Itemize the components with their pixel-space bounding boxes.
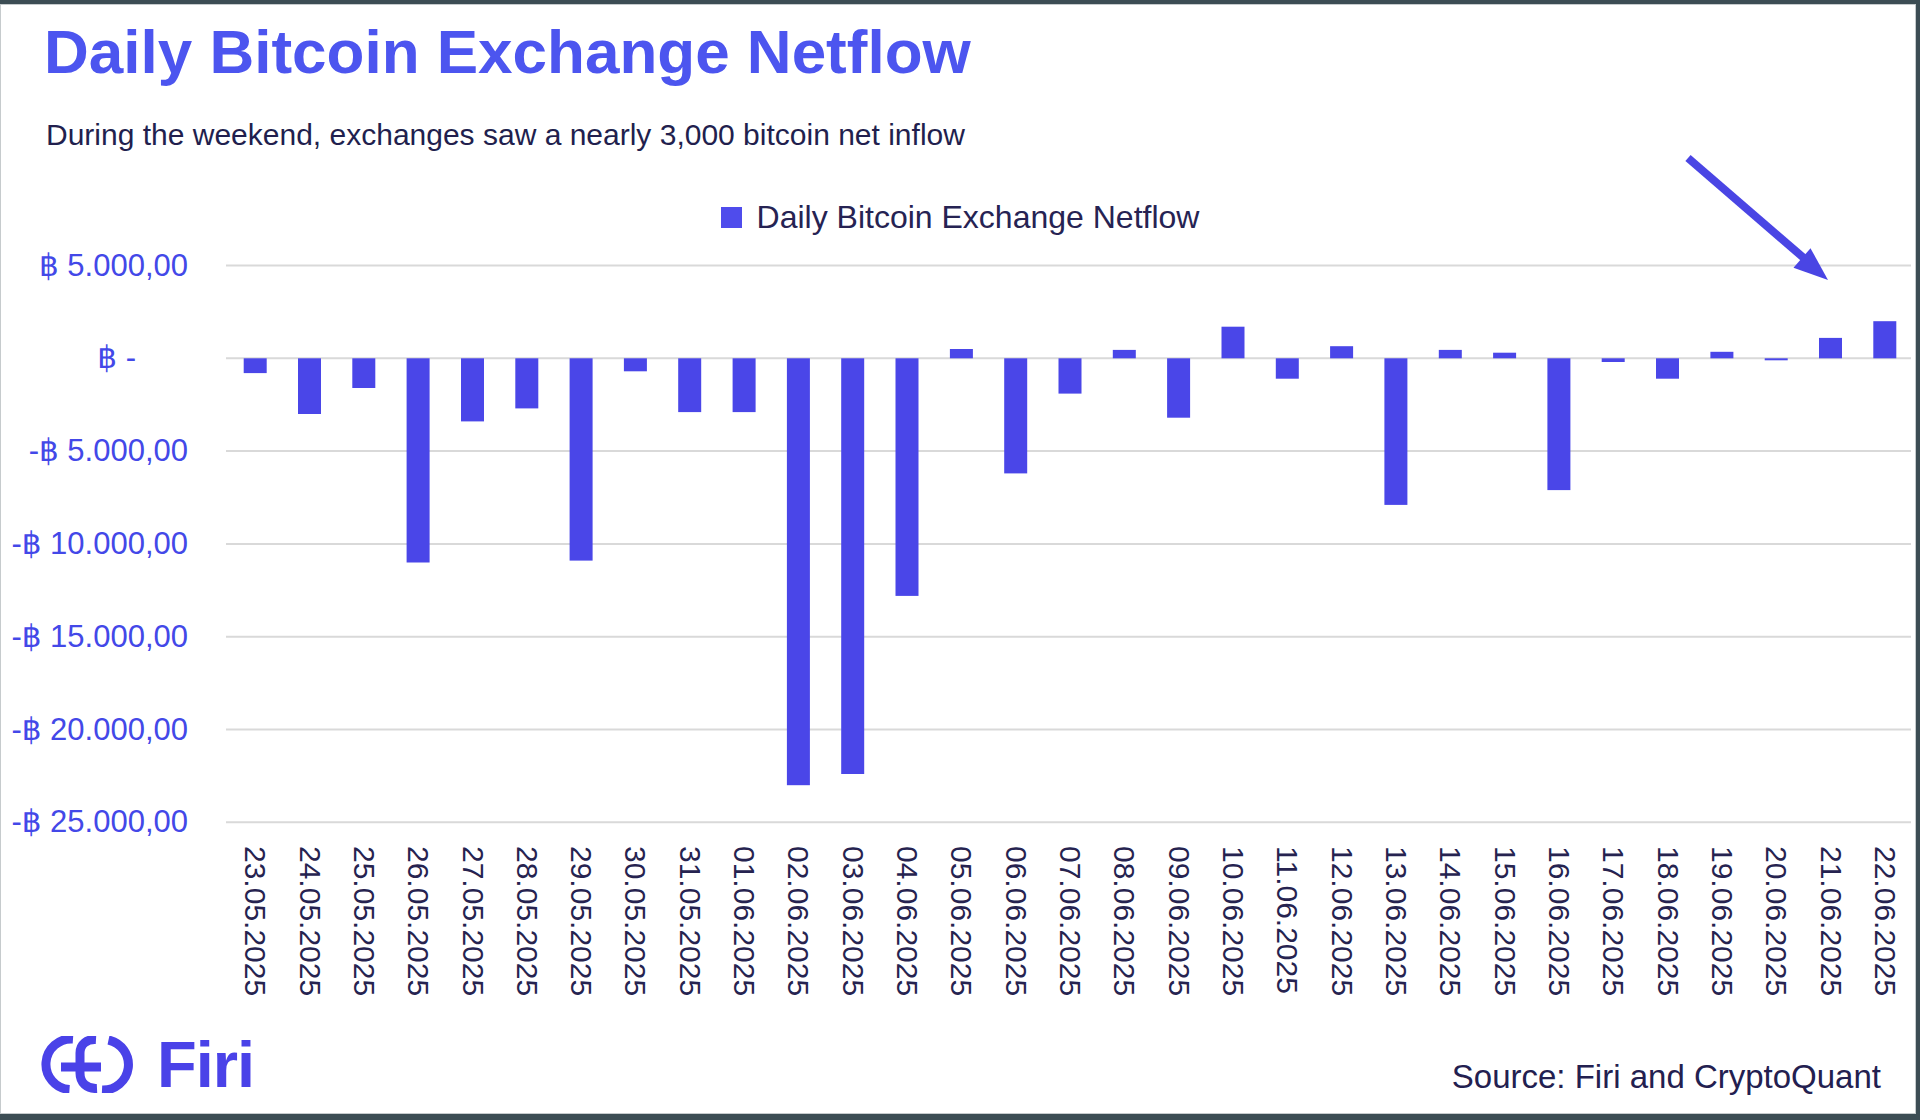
chart-subtitle: During the weekend, exchanges saw a near… xyxy=(46,118,965,152)
x-tick-label: 09.06.2025 xyxy=(1162,846,1196,996)
x-tick-label: 28.05.2025 xyxy=(510,846,544,996)
legend-label: Daily Bitcoin Exchange Netflow xyxy=(757,199,1200,236)
x-tick-label: 17.06.2025 xyxy=(1596,846,1630,996)
x-tick-label: 26.05.2025 xyxy=(401,846,435,996)
x-tick-label: 25.05.2025 xyxy=(347,846,381,996)
x-tick-label: 03.06.2025 xyxy=(836,846,870,996)
x-tick-label: 22.06.2025 xyxy=(1868,846,1902,996)
x-tick-label: 16.06.2025 xyxy=(1542,846,1576,996)
x-tick-label: 05.06.2025 xyxy=(944,846,978,996)
x-tick-label: 20.06.2025 xyxy=(1759,846,1793,996)
x-tick-label: 15.06.2025 xyxy=(1488,846,1522,996)
x-tick-label: 02.06.2025 xyxy=(781,846,815,996)
y-tick-label: -฿ 15.000,00 xyxy=(0,619,188,655)
y-tick-label: -฿ 5.000,00 xyxy=(0,433,188,469)
x-tick-label: 31.05.2025 xyxy=(673,846,707,996)
firi-logo-mark xyxy=(40,1036,139,1093)
x-tick-label: 14.06.2025 xyxy=(1433,846,1467,996)
y-tick-label: -฿ 20.000,00 xyxy=(0,712,188,748)
y-tick-label: ฿ - xyxy=(0,340,188,376)
x-tick-label: 23.05.2025 xyxy=(238,846,272,996)
firi-logo-text: Firi xyxy=(157,1027,254,1102)
legend-swatch xyxy=(721,207,742,228)
x-tick-label: 11.06.2025 xyxy=(1270,846,1304,994)
x-tick-label: 13.06.2025 xyxy=(1379,846,1413,996)
y-tick-label: -฿ 10.000,00 xyxy=(0,526,188,562)
x-tick-label: 27.05.2025 xyxy=(456,846,490,996)
x-tick-label: 24.05.2025 xyxy=(293,846,327,996)
x-tick-label: 19.06.2025 xyxy=(1705,846,1739,996)
x-tick-label: 29.05.2025 xyxy=(564,846,598,996)
chart-title: Daily Bitcoin Exchange Netflow xyxy=(44,16,971,87)
y-tick-label: ฿ 5.000,00 xyxy=(0,248,188,284)
x-tick-label: 08.06.2025 xyxy=(1107,846,1141,996)
x-tick-label: 21.06.2025 xyxy=(1814,846,1848,996)
x-tick-label: 06.06.2025 xyxy=(999,846,1033,996)
firi-logo: Firi xyxy=(40,1027,254,1102)
x-tick-label: 30.05.2025 xyxy=(618,846,652,996)
x-tick-label: 04.06.2025 xyxy=(890,846,924,996)
x-tick-label: 12.06.2025 xyxy=(1325,846,1359,996)
legend: Daily Bitcoin Exchange Netflow xyxy=(0,199,1920,236)
x-tick-label: 18.06.2025 xyxy=(1651,846,1685,996)
x-tick-label: 10.06.2025 xyxy=(1216,846,1250,996)
x-tick-label: 01.06.2025 xyxy=(727,846,761,996)
x-tick-label: 07.06.2025 xyxy=(1053,846,1087,996)
source-text: Source: Firi and CryptoQuant xyxy=(1452,1058,1881,1096)
y-tick-label: -฿ 25.000,00 xyxy=(0,804,188,840)
